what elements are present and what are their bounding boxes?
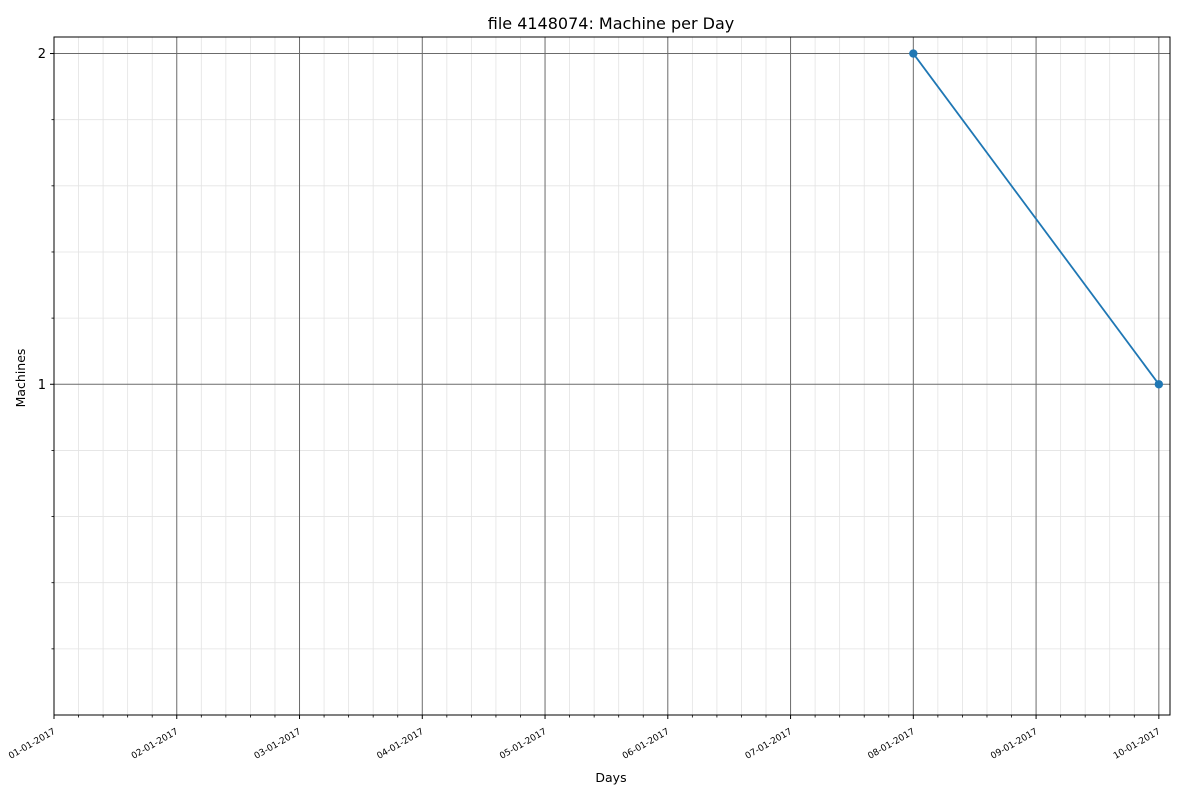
- y-axis-ticks: 12: [38, 47, 54, 650]
- y-tick-label: 1: [38, 378, 46, 393]
- data-point: [1154, 380, 1164, 389]
- y-tick-label: 2: [38, 47, 46, 62]
- plot-frame: [53, 36, 1171, 716]
- series-line: [912, 53, 1160, 385]
- chart-title: file 4148074: Machine per Day: [488, 14, 735, 33]
- x-axis-label: Days: [595, 770, 626, 785]
- y-axis-label: Machines: [13, 349, 28, 408]
- minor-grid: [54, 37, 1170, 715]
- data-point: [909, 49, 918, 58]
- series-layer: [909, 49, 1164, 389]
